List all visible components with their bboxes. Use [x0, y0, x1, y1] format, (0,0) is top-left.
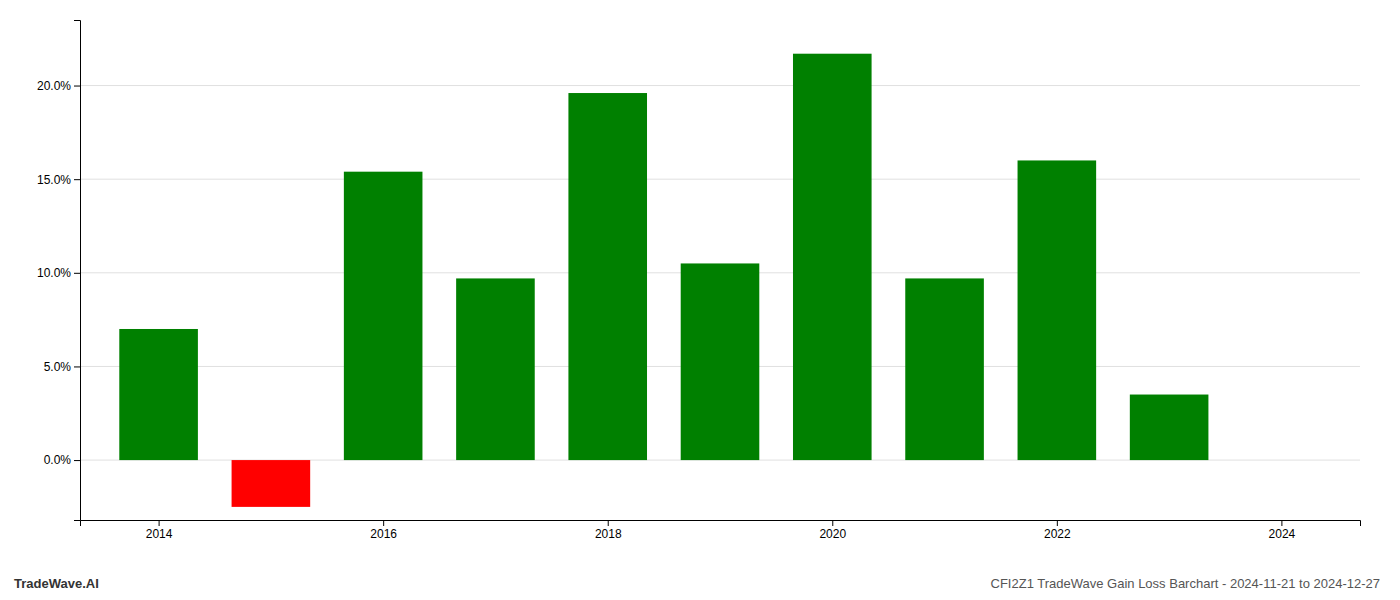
- x-tick-label: 2020: [819, 527, 846, 541]
- x-tick-label: 2024: [1269, 527, 1296, 541]
- bars: [119, 54, 1208, 507]
- y-tick-label: 5.0%: [44, 360, 72, 374]
- y-tick: 20.0%: [37, 79, 80, 93]
- bar: [232, 460, 311, 507]
- y-tick-mark: [74, 273, 80, 274]
- y-axis: 0.0% 5.0% 10.0% 15.0% 20.0%: [37, 21, 81, 521]
- x-tick-mark: [832, 520, 833, 526]
- x-tick: 2024: [1269, 520, 1296, 541]
- grid: [80, 86, 1360, 461]
- bar: [456, 278, 535, 460]
- bar: [568, 93, 647, 460]
- bar: [1018, 160, 1097, 460]
- y-tick-mark: [74, 460, 80, 461]
- x-tick-label: 2018: [595, 527, 622, 541]
- x-tick-label: 2014: [146, 527, 173, 541]
- x-tick: 2016: [370, 520, 397, 541]
- x-tick-mark: [383, 520, 384, 526]
- x-tick-mark: [608, 520, 609, 526]
- bar: [344, 172, 423, 460]
- y-tick-label: 0.0%: [44, 453, 72, 467]
- y-tick-label: 10.0%: [37, 266, 71, 280]
- x-tick-mark: [1057, 520, 1058, 526]
- chart: 0.0%5.0%10.0%15.0%20.0%20142016201820202…: [0, 0, 1400, 600]
- bar: [1130, 395, 1209, 461]
- y-tick: 0.0%: [44, 453, 80, 467]
- x-axis: 2014 2016 2018 2020 2022 2024: [81, 520, 1361, 541]
- x-tick: 2014: [146, 520, 173, 541]
- x-tick-mark: [159, 520, 160, 526]
- x-tick: 2018: [595, 520, 622, 541]
- bar: [119, 329, 198, 460]
- x-tick: 2022: [1044, 520, 1071, 541]
- y-tick: 5.0%: [44, 360, 80, 374]
- bar: [681, 263, 760, 460]
- plot: 0.0%5.0%10.0%15.0%20.0%20142016201820202…: [37, 21, 1361, 541]
- y-tick-mark: [74, 366, 80, 367]
- x-tick: 2020: [819, 520, 846, 541]
- x-tick-mark: [1281, 520, 1282, 526]
- y-tick-label: 20.0%: [37, 79, 71, 93]
- bar: [905, 278, 984, 460]
- grid-line: [80, 85, 1360, 86]
- title: CFI2Z1 TradeWave Gain Loss Barchart - 20…: [991, 576, 1380, 591]
- bar: [793, 54, 872, 460]
- watermark: TradeWave.AI: [14, 576, 99, 591]
- y-tick: 10.0%: [37, 266, 80, 280]
- y-tick: 15.0%: [37, 173, 80, 187]
- y-tick-mark: [74, 179, 80, 180]
- y-axis-line: [74, 21, 81, 521]
- y-tick-label: 15.0%: [37, 173, 71, 187]
- x-tick-label: 2016: [370, 527, 397, 541]
- y-tick-mark: [74, 86, 80, 87]
- grid-line: [80, 179, 1360, 180]
- x-tick-label: 2022: [1044, 527, 1071, 541]
- x-axis-line: [81, 521, 1361, 527]
